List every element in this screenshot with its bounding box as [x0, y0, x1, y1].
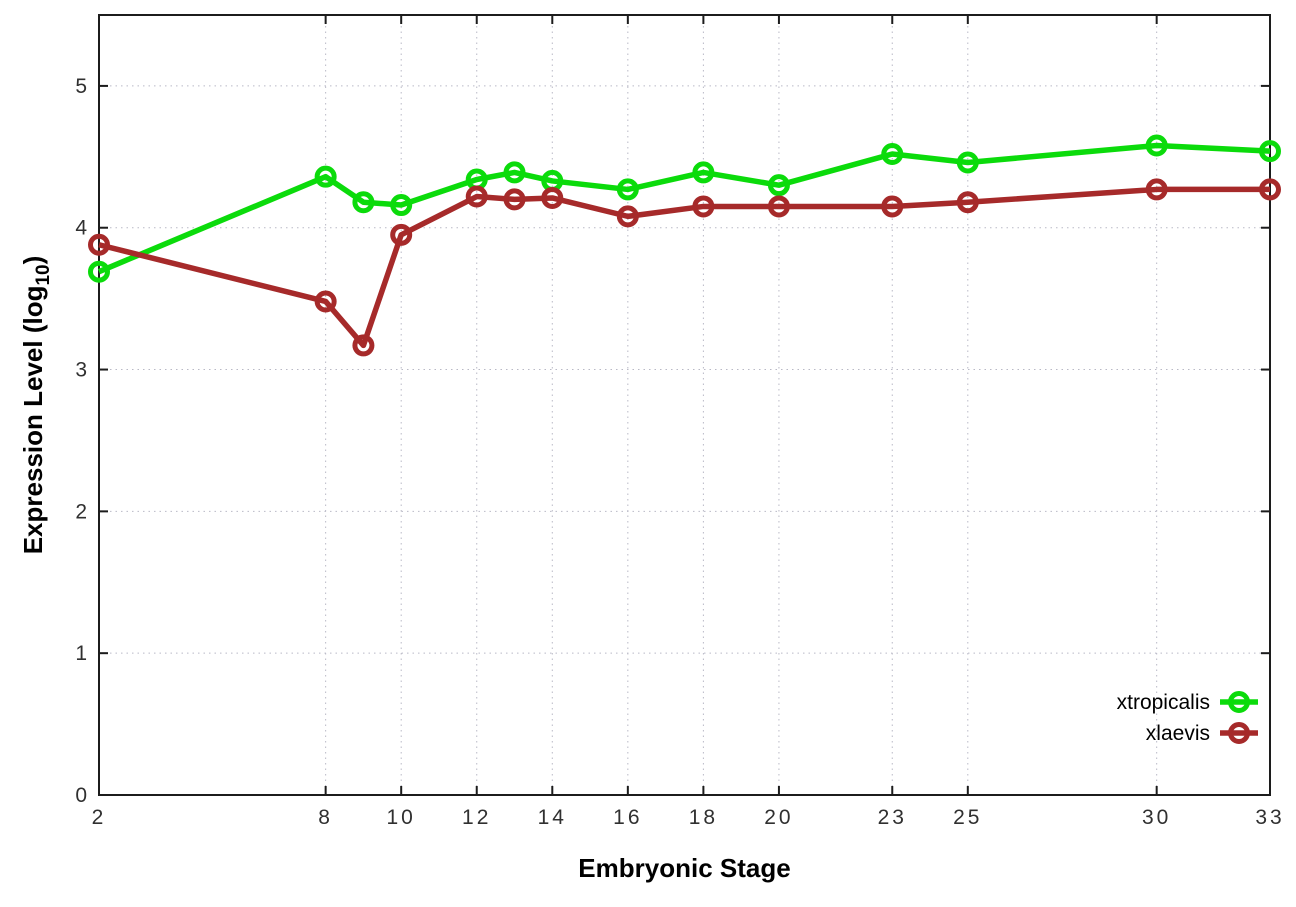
y-tick-label: 1: [75, 642, 87, 665]
series-xtropicalis-point: [956, 151, 979, 174]
x-tick-label: 18: [689, 806, 718, 829]
series-xtropicalis-point: [1145, 134, 1168, 157]
x-tick-label: 25: [953, 806, 982, 829]
x-tick-label: 14: [538, 806, 567, 829]
series-xlaevis-point: [314, 290, 337, 313]
series-xtropicalis-point: [352, 191, 375, 214]
series-xlaevis-point: [956, 191, 979, 214]
y-tick-label: 5: [75, 75, 87, 98]
legend-entry-xtropicalis: xtropicalis: [1117, 691, 1258, 714]
series-xlaevis-point: [465, 185, 488, 208]
y-tick-label: 0: [75, 784, 87, 807]
series-xlaevis-point: [352, 334, 375, 357]
series-xlaevis-line: [98, 186, 1270, 349]
series-xlaevis-point: [88, 233, 110, 256]
series-xtropicalis-point: [616, 178, 639, 201]
series-xtropicalis-point: [503, 161, 526, 184]
x-axis-title: Embryonic Stage: [578, 853, 790, 883]
series-xtropicalis-point: [1259, 140, 1281, 163]
y-axis-title: Expression Level (log10): [18, 256, 54, 555]
x-tick-label: 16: [613, 806, 642, 829]
x-tick-label: 2: [92, 806, 107, 829]
series-xlaevis-point: [1145, 178, 1168, 201]
x-tick-label: 20: [764, 806, 793, 829]
series-xlaevis-point: [767, 195, 790, 218]
series-xlaevis-point: [541, 186, 564, 209]
series-xlaevis-point: [503, 188, 526, 211]
series-xtropicalis-point: [767, 174, 790, 197]
legend-marker: [1228, 722, 1250, 744]
series-xtropicalis-point: [881, 142, 904, 165]
plot-border: [98, 14, 1271, 796]
series-xtropicalis-point: [88, 260, 110, 283]
y-tick-label: 2: [75, 500, 87, 523]
x-tick-label: 12: [462, 806, 491, 829]
series-xlaevis-point: [390, 223, 413, 246]
y-tick-label: 4: [75, 217, 87, 240]
series-xlaevis-point: [881, 195, 904, 218]
y-tick-label: 3: [75, 359, 87, 382]
x-tick-label: 8: [318, 806, 333, 829]
legend-marker: [1228, 691, 1250, 713]
x-tick-label: 23: [878, 806, 907, 829]
series-xtropicalis-point: [314, 165, 337, 188]
series-xlaevis-point: [616, 205, 639, 228]
x-tick-label: 10: [387, 806, 416, 829]
series-xlaevis-point: [1259, 178, 1281, 201]
series-xtropicalis-point: [390, 194, 413, 217]
legend-label-xlaevis: xlaevis: [1146, 722, 1210, 745]
series-xlaevis-point: [692, 195, 715, 218]
x-tick-label: 33: [1255, 806, 1284, 829]
legend-label-xtropicalis: xtropicalis: [1117, 691, 1210, 714]
legend-entry-xlaevis: xlaevis: [1146, 722, 1258, 745]
x-tick-label: 30: [1142, 806, 1171, 829]
series-xtropicalis-point: [692, 161, 715, 184]
